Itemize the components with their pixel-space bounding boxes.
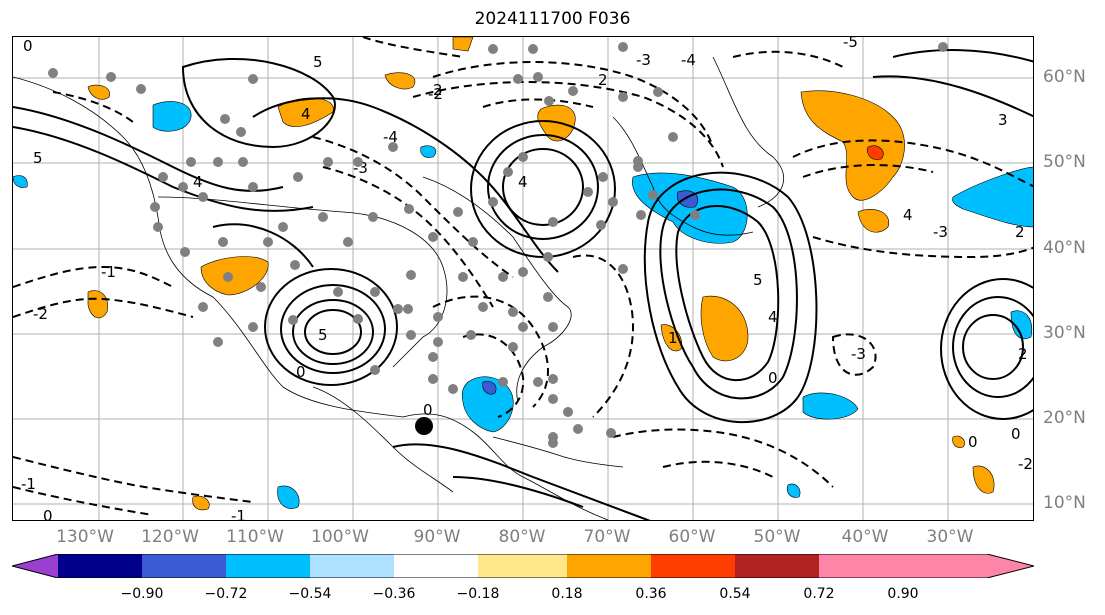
colorbar-segment (142, 554, 226, 578)
colorbar-segment (735, 554, 819, 578)
contour-label: 0 (423, 401, 433, 419)
lat-label: 40°N (1043, 238, 1086, 258)
map-panel: 0 5 5 -4 -2 4 -3 -4 4 5 4 0 -3 -3 4 2 2 … (12, 36, 1034, 521)
lon-label: 90°W (413, 527, 461, 547)
colorbar-tick: 0.36 (635, 586, 667, 602)
lat-label: 60°N (1043, 67, 1086, 87)
contour-label: 2 (1018, 345, 1028, 363)
contour-label: -3 (636, 51, 651, 69)
contour-label: -4 (681, 51, 696, 69)
lat-label: 50°N (1043, 152, 1086, 172)
colorbar-tick: 0.18 (551, 586, 583, 602)
contour-label: 2 (598, 71, 608, 89)
contour-label: -1 (101, 263, 116, 281)
colorbar-segment (310, 554, 394, 578)
contour-label: -1 (231, 507, 246, 521)
contour-label: 5 (313, 53, 323, 71)
contour-label: -4 (383, 128, 398, 146)
lat-label: 20°N (1043, 408, 1086, 428)
contour-label: 4 (301, 105, 311, 123)
contour-label: 2 (433, 81, 443, 99)
positive-contours (13, 49, 1033, 520)
colorbar-segment (567, 554, 651, 578)
lon-label: 50°W (753, 527, 801, 547)
contour-label: 2 (1015, 223, 1025, 241)
contour-label: -2 (428, 85, 443, 103)
contour-label: -2 (33, 305, 48, 323)
contour-label: -5 (843, 37, 858, 51)
lon-label: 110°W (226, 527, 284, 547)
colorbar-tick: −0.54 (288, 586, 332, 602)
lon-label: 100°W (311, 527, 369, 547)
lon-label: 40°W (841, 527, 889, 547)
contour-label-group: 0 5 5 -4 -2 4 -3 -4 4 5 4 0 -3 -3 4 2 2 … (21, 37, 1033, 521)
contour-label: 4 (768, 308, 778, 326)
contour-label: 0 (968, 433, 978, 451)
lon-label: 60°W (668, 527, 716, 547)
colorbar-tick: 0.90 (887, 586, 919, 602)
colorbar-tick: 0.54 (719, 586, 751, 602)
contour-label: 0 (43, 507, 53, 521)
contour-label: 0 (768, 369, 778, 387)
contour-label: -1 (21, 475, 36, 493)
contour-label: -3 (851, 345, 866, 363)
lon-label: 120°W (141, 527, 199, 547)
colorbar-extend-high (987, 554, 1034, 578)
colorbar-segment (819, 554, 903, 578)
contour-label: 4 (903, 206, 913, 224)
contour-label: 0 (23, 37, 33, 55)
contour-label: 5 (33, 149, 43, 167)
lon-label: 130°W (56, 527, 114, 547)
negative-contours (13, 37, 1033, 516)
contour-label: 1 (668, 329, 678, 347)
contour-label: 5 (318, 326, 328, 344)
colorbar (12, 554, 1034, 578)
lon-label: 70°W (583, 527, 631, 547)
colorbar-segment (478, 554, 567, 578)
lat-label: 30°N (1043, 323, 1086, 343)
contour-label: -3 (933, 223, 948, 241)
contour-label: 3 (998, 111, 1008, 129)
contour-label: 4 (193, 173, 203, 191)
colorbar-tick: −0.72 (204, 586, 248, 602)
colorbar-extend-low (12, 554, 58, 578)
lat-label: 10°N (1043, 493, 1086, 513)
coastlines (13, 56, 784, 520)
colorbar-tick: −0.18 (456, 586, 500, 602)
colorbar-segment (58, 554, 142, 578)
map-plot: 0 5 5 -4 -2 4 -3 -4 4 5 4 0 -3 -3 4 2 2 … (13, 37, 1033, 521)
storm-center-marker (415, 417, 433, 435)
map-title: 2024111700 F036 (474, 9, 631, 29)
colorbar-segment (226, 554, 310, 578)
contour-label: 0 (296, 363, 306, 381)
colorbar-segment (394, 554, 478, 578)
contour-label: 5 (753, 271, 763, 289)
station-dots (48, 42, 948, 448)
colorbar-segment (903, 554, 987, 578)
contour-label: 0 (1011, 425, 1021, 443)
lon-label: 80°W (498, 527, 546, 547)
colorbar-tick: 0.72 (803, 586, 835, 602)
contour-label: -2 (1018, 455, 1033, 473)
colorbar-tick: −0.36 (372, 586, 416, 602)
contour-label: 4 (518, 173, 528, 191)
colorbar-tick: −0.90 (120, 586, 164, 602)
colorbar-segment (651, 554, 735, 578)
lon-label: 30°W (926, 527, 974, 547)
